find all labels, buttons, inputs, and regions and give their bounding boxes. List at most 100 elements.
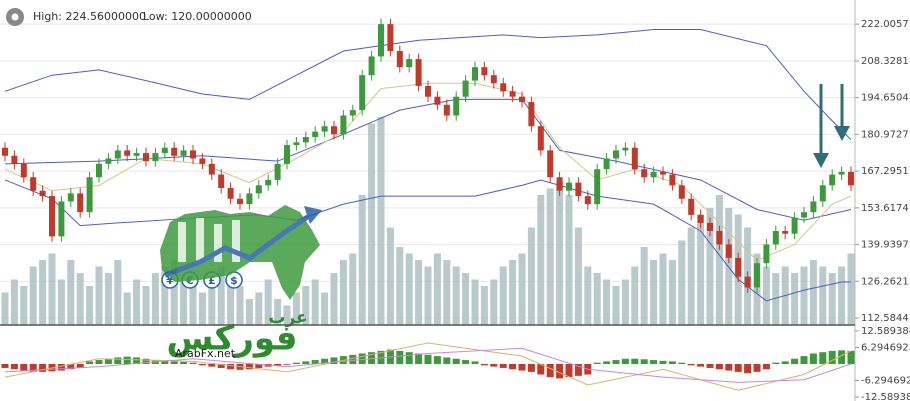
y-tick-label: 180.9727 — [861, 129, 909, 140]
candle-body — [124, 150, 131, 156]
candle-body — [86, 177, 93, 213]
volume-bar — [499, 266, 507, 325]
histogram-bar — [274, 364, 282, 366]
candle-body — [716, 230, 723, 245]
histogram-bar — [668, 361, 676, 364]
candle-body — [349, 110, 356, 116]
candle-body — [481, 67, 488, 76]
volume-bar — [104, 273, 112, 325]
volume-bar — [302, 286, 310, 325]
volume-bar — [509, 260, 517, 325]
y-tick-label: 194.6504 — [861, 93, 909, 104]
candle-body — [96, 163, 102, 178]
histogram-bar — [715, 364, 723, 370]
histogram-bar — [791, 358, 799, 364]
watermark-brand-top: عرب — [268, 308, 307, 328]
volume-bar — [358, 195, 366, 325]
histogram-bar — [631, 358, 639, 364]
histogram-bar — [10, 364, 18, 370]
candle-body — [274, 163, 281, 180]
candle-body — [528, 102, 535, 127]
histogram-bar — [612, 360, 620, 364]
histogram-bar — [123, 356, 131, 364]
candle-body — [829, 174, 836, 186]
volume-bar — [697, 214, 705, 325]
y-tick-label: 153.6174 — [861, 203, 909, 214]
volume-bar — [809, 260, 817, 325]
histogram-bar — [753, 364, 761, 372]
candle-body — [2, 147, 8, 156]
histogram-bar — [424, 354, 432, 364]
volume-bar — [208, 273, 216, 325]
histogram-bar — [650, 360, 658, 364]
candle-body — [622, 147, 629, 151]
histogram-bar — [170, 361, 178, 364]
logo-arrow — [164, 211, 314, 278]
candle-body — [406, 59, 413, 68]
volume-bar — [772, 273, 780, 325]
candle-body — [631, 147, 638, 170]
logo-bar — [232, 220, 240, 262]
histogram-bar — [311, 360, 319, 364]
histogram-bar — [838, 350, 846, 364]
histogram-bar — [706, 364, 714, 368]
histogram-bar — [86, 361, 94, 364]
logo-bar — [196, 218, 204, 262]
candle-body — [754, 263, 760, 288]
volume-bar — [377, 117, 385, 325]
histogram-bar — [321, 358, 329, 364]
candle-body — [190, 150, 196, 159]
volume-bar — [386, 227, 394, 325]
volume-bar — [631, 266, 639, 325]
candle-body — [519, 96, 525, 103]
histogram-bar — [499, 364, 507, 368]
candle-body — [584, 196, 591, 205]
candle-body — [650, 171, 657, 178]
candle-body — [133, 153, 140, 156]
histogram-bar — [744, 364, 752, 374]
candle-body — [791, 217, 798, 234]
candle-body — [161, 147, 168, 154]
volume-bar — [556, 182, 564, 325]
histogram-bar — [358, 353, 366, 364]
volume-bar — [819, 266, 827, 325]
settings-icon — [11, 13, 19, 21]
y-tick-label: -12.5893846 — [861, 392, 910, 401]
y-tick-label: -6.2946923 — [861, 376, 910, 387]
candle-body — [368, 56, 375, 76]
candle-body — [246, 193, 253, 205]
histogram-bar — [621, 358, 629, 364]
volume-bar — [668, 260, 676, 325]
volume-bar — [838, 266, 846, 325]
candle-body — [735, 257, 742, 277]
line — [4, 347, 852, 383]
candle-body — [819, 185, 826, 202]
candle-body — [415, 59, 422, 86]
histogram-bar — [433, 356, 441, 364]
annotation-arrow-head — [813, 153, 829, 168]
watermark-symbol: ¥ — [166, 274, 174, 287]
volume-bar — [170, 260, 178, 325]
volume-bar — [405, 253, 413, 325]
candle-body — [490, 75, 497, 84]
volume-bar — [687, 227, 695, 325]
histogram-bar — [161, 360, 169, 364]
histogram-bar — [546, 364, 554, 378]
volume-bar — [236, 286, 244, 325]
volume-bar — [368, 123, 376, 325]
candle-body — [688, 198, 695, 215]
volume-bar — [10, 279, 18, 325]
histogram-bar — [67, 364, 75, 370]
histogram-bar — [29, 364, 37, 372]
candle-body — [171, 147, 178, 156]
candle-body — [443, 104, 450, 116]
candle-body — [566, 182, 572, 191]
histogram-bar — [227, 364, 235, 370]
histogram-bar — [104, 358, 112, 364]
histogram-bar — [189, 362, 197, 364]
histogram-bar — [537, 364, 545, 375]
volume-bar — [621, 279, 629, 325]
candle-body — [782, 230, 789, 234]
y-tick-label: 112.5844 — [861, 313, 909, 324]
volume-bar — [86, 286, 94, 325]
